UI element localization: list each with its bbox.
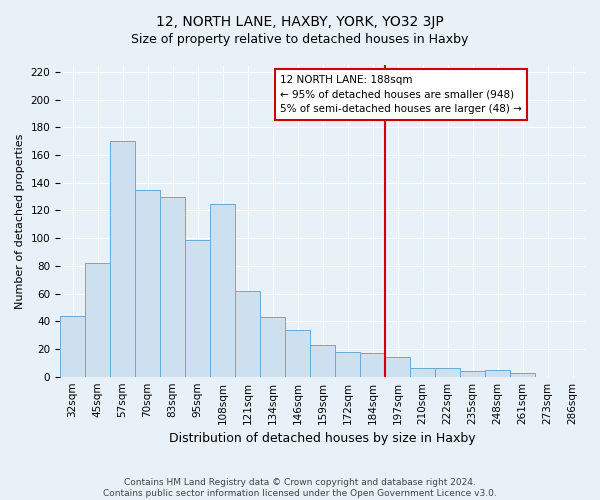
Bar	[110, 141, 135, 376]
Bar	[335, 352, 360, 376]
Bar	[260, 317, 285, 376]
Bar	[235, 291, 260, 376]
Text: 12 NORTH LANE: 188sqm
← 95% of detached houses are smaller (948)
5% of semi-deta: 12 NORTH LANE: 188sqm ← 95% of detached …	[280, 74, 522, 114]
Text: 12, NORTH LANE, HAXBY, YORK, YO32 3JP: 12, NORTH LANE, HAXBY, YORK, YO32 3JP	[156, 15, 444, 29]
Bar	[135, 190, 160, 376]
Bar	[160, 196, 185, 376]
Bar	[285, 330, 310, 376]
Bar	[435, 368, 460, 376]
Bar	[210, 204, 235, 376]
Bar	[410, 368, 435, 376]
Text: Contains HM Land Registry data © Crown copyright and database right 2024.
Contai: Contains HM Land Registry data © Crown c…	[103, 478, 497, 498]
Bar	[60, 316, 85, 376]
Bar	[460, 371, 485, 376]
Bar	[360, 353, 385, 376]
Bar	[310, 345, 335, 376]
X-axis label: Distribution of detached houses by size in Haxby: Distribution of detached houses by size …	[169, 432, 476, 445]
Bar	[185, 240, 210, 376]
Bar	[510, 372, 535, 376]
Bar	[385, 358, 410, 376]
Y-axis label: Number of detached properties: Number of detached properties	[15, 133, 25, 308]
Bar	[85, 263, 110, 376]
Text: Size of property relative to detached houses in Haxby: Size of property relative to detached ho…	[131, 32, 469, 46]
Bar	[485, 370, 510, 376]
